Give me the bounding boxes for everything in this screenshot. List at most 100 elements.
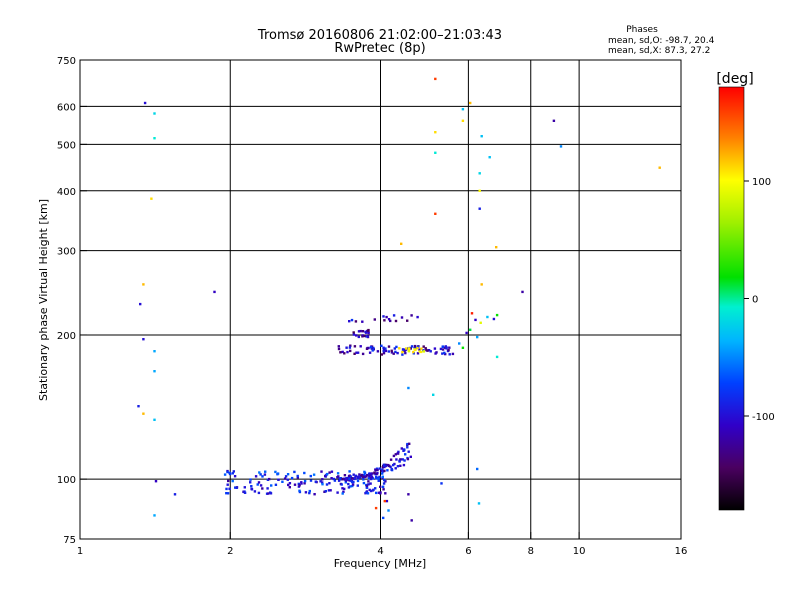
phase-stats-o: mean, sd,O: -98.7, 20.4 [608,36,715,46]
data-point [382,516,385,520]
data-point [349,485,352,488]
data-point [521,290,524,294]
x-tick-label: 6 [465,546,471,557]
data-point [398,460,401,463]
data-point [326,472,329,476]
data-point [369,489,373,493]
data-point [407,386,410,390]
data-point [375,475,378,479]
data-point [419,350,423,354]
data-point [261,475,264,478]
x-axis-label: Frequency [MHz] [334,557,426,570]
data-point [480,283,483,286]
data-point [349,344,352,347]
data-point [313,493,316,496]
data-point [443,351,446,355]
data-point [434,212,437,215]
data-point [381,475,384,478]
data-point [355,334,358,337]
data-point [231,479,234,483]
data-point [434,151,437,154]
data-point [416,346,419,350]
data-point [390,351,394,354]
data-point [406,319,409,322]
data-point [461,108,465,111]
data-point [396,452,399,455]
data-point [382,346,385,349]
data-point [362,475,365,478]
data-point [354,474,358,477]
x-tick-label: 10 [573,546,586,557]
data-point [478,189,481,192]
y-tick-label: 200 [57,331,76,342]
data-point [312,473,316,476]
data-point [343,474,347,477]
data-point [228,471,231,475]
data-point [394,350,397,354]
data-point [266,487,269,490]
x-tick-label: 16 [675,546,688,557]
data-point [154,480,158,483]
data-point [400,316,404,319]
data-point [395,345,398,349]
data-point [223,473,227,476]
data-point [288,486,291,489]
data-point [495,246,498,249]
data-point [368,472,371,475]
data-point [226,492,230,495]
data-point [337,345,340,348]
data-point [346,350,349,354]
data-point [380,469,383,473]
data-point [385,499,389,503]
data-point [357,335,360,339]
data-point [153,514,156,517]
data-point [366,335,369,338]
data-point [361,334,364,337]
data-point [402,449,405,452]
data-point [399,464,402,467]
data-point [274,470,277,474]
data-point [486,315,489,319]
data-point [243,486,246,489]
data-point [396,351,399,355]
data-point [387,350,390,353]
data-point [256,483,259,486]
data-point [153,137,156,140]
data-point [362,478,365,481]
data-point [367,477,371,480]
data-point [374,506,378,510]
data-point [495,313,499,317]
data-point [422,345,425,348]
data-point [416,345,420,348]
data-point [274,483,278,486]
data-point [259,484,263,487]
data-point [383,465,386,469]
data-point [296,476,299,479]
data-point [375,491,378,495]
data-point [356,479,360,483]
data-point [267,492,270,495]
data-point [469,328,472,331]
data-point [374,469,378,472]
data-point [384,464,388,468]
data-point [389,465,392,468]
data-point [340,483,343,486]
data-point [366,473,369,477]
data-point [153,112,156,115]
data-point [373,471,376,474]
data-point [476,335,479,339]
data-point [142,412,145,415]
data-point [319,480,322,483]
data-point [343,352,346,355]
data-point [330,477,333,480]
data-point [384,349,388,353]
y-tick-label: 400 [57,187,76,198]
data-point [382,488,385,491]
data-point [250,485,253,488]
data-point [432,393,435,396]
data-point [368,488,371,492]
data-point [352,473,355,476]
data-point [367,331,370,335]
data-point [370,475,374,479]
data-point [479,321,482,324]
